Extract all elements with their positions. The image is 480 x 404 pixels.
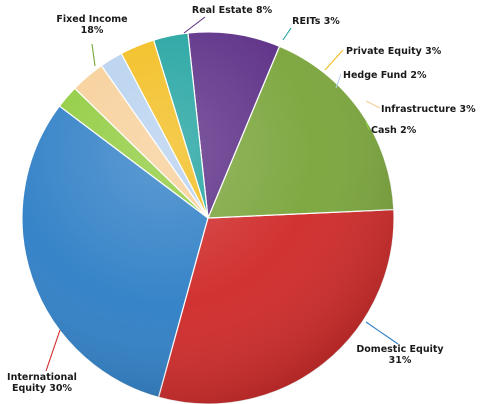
slice-label-reits: REITs 3% [292,16,340,27]
slice-label-fixed-income: Fixed Income 18% [56,14,127,36]
slice-label-hedge-fund: Hedge Fund 2% [343,70,427,81]
pie-slices [21,31,395,404]
slice-label-infrastructure: Infrastructure 3% [381,104,476,115]
leader-line-hedge-fund [335,73,342,89]
leader-lines [45,16,399,372]
leader-line-real-estate [183,16,206,34]
slice-label-cash: Cash 2% [371,125,417,136]
leader-line-private-equity [324,49,344,71]
leader-line-reits [282,27,292,41]
slice-label-domestic-equity: Domestic Equity 31% [356,344,444,366]
slice-labels: Domestic Equity 31% International Equity 30… [7,5,476,394]
slice-label-real-estate: Real Estate 8% [192,5,273,16]
leader-line-infrastructure [365,100,381,109]
leader-line-cash [365,121,370,131]
leader-line-fixed-income [91,43,96,67]
leader-line-international-equity [45,329,61,372]
slice-label-international-equity: International Equity 30% [7,372,77,394]
slice-label-private-equity: Private Equity 3% [346,46,442,57]
leader-line-domestic-equity [365,321,399,345]
